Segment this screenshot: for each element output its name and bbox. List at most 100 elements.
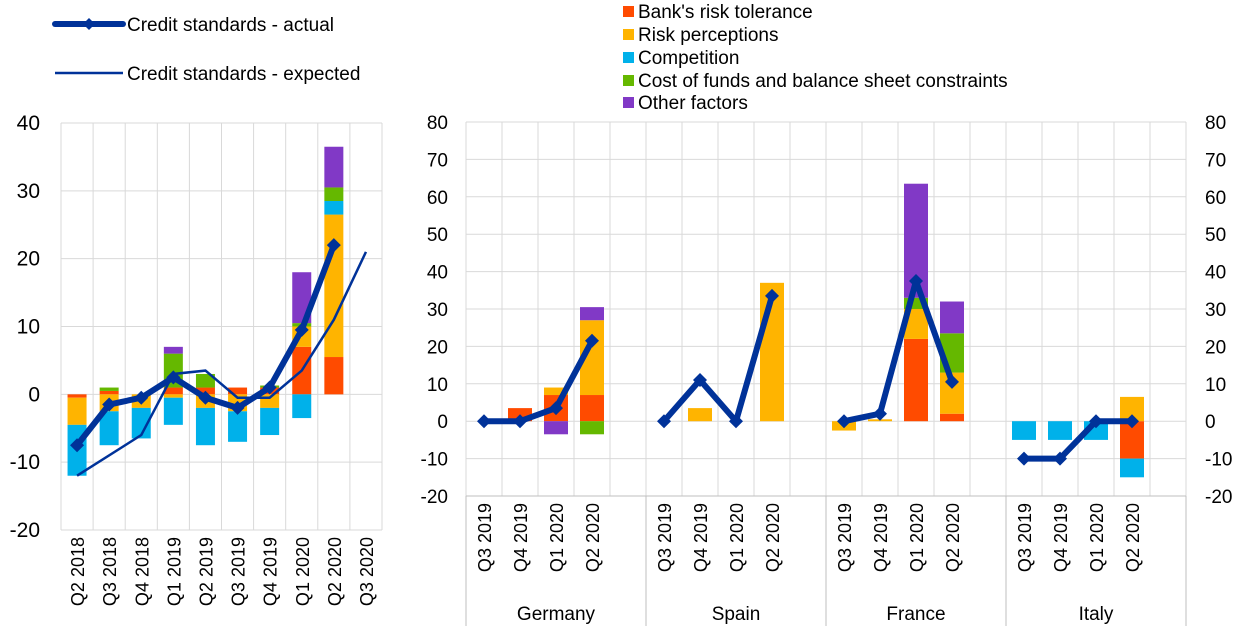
x-tick-label: Q2 2019 [196,537,216,606]
left-bar-cost-of-funds-and-balance-sheet-constraints [195,373,215,388]
spain-actual-point [765,288,779,303]
legend-cost-of-funds-swatch [623,75,634,86]
france-actual-point [873,406,887,421]
legend-risk-tolerance-swatch [623,6,634,17]
italy-actual-point [1053,451,1067,466]
x-tick-label: Q2 2018 [68,537,88,606]
y-tick-label-left: 50 [427,225,448,246]
y-tick-label-right: 0 [1205,412,1216,433]
italy-bar-competition [1012,421,1036,440]
left-bar-competition [163,397,183,425]
x-tick-label: Q1 2020 [547,503,567,572]
left-bar-competition [195,407,215,446]
x-tick-label: Q2 2020 [583,503,603,572]
actual-point [294,322,309,337]
left-bar-competition [99,411,119,446]
x-tick-label: Q1 2020 [727,503,747,572]
legend-risk-tolerance-label: Bank's risk tolerance [638,2,813,23]
y-tick-label: 0 [28,383,40,406]
spain-bar-risk-perceptions [688,408,712,422]
germany-bar-bank-s-risk-tolerance [580,395,604,422]
germany-actual-point [513,414,527,429]
left-bar-bank-s-risk-tolerance [228,387,248,395]
x-tick-label: Q2 2020 [1123,503,1143,572]
y-tick-label-left: 30 [427,300,448,321]
x-tick-label: Q3 2019 [229,537,249,606]
x-tick-label: Q3 2019 [475,503,495,572]
left-bar-bank-s-risk-tolerance [67,394,87,398]
legend-actual-label: Credit standards - actual [127,15,334,36]
legend-competition-swatch [623,52,634,63]
left-bar-cost-of-funds-and-balance-sheet-constraints [99,387,119,391]
germany-bar-cost-of-funds-and-balance-sheet-constraints [580,421,604,435]
x-tick-label: Q3 2019 [835,503,855,572]
france-actual-point [945,374,959,389]
y-tick-label-left: 20 [427,337,448,358]
x-tick-label: Q4 2019 [1051,503,1071,572]
x-tick-label: Q1 2020 [293,537,313,606]
left-bar-risk-perceptions [324,214,344,358]
y-tick-label: -20 [10,519,40,542]
germany-actual-point [549,401,563,416]
actual-point [198,390,213,405]
group-label-france: France [886,604,945,625]
group-label-germany: Germany [517,604,596,625]
spain-actual-point [693,373,707,388]
left-bar-competition [260,407,280,436]
legend-risk-perceptions-swatch [623,29,634,40]
actual-point [70,438,85,453]
left-bar-competition [324,201,344,215]
x-tick-label: Q4 2019 [511,503,531,572]
italy-actual-line [1024,418,1132,462]
france-bar-bank-s-risk-tolerance [940,413,964,422]
legend-expected-label: Credit standards - expected [127,64,360,85]
x-tick-label: Q4 2019 [871,503,891,572]
germany-bar-other-factors [544,421,568,435]
y-tick-label-right: 30 [1205,300,1226,321]
y-tick-label: 30 [17,180,40,203]
y-tick-label-right: 40 [1205,263,1226,284]
y-tick-label-right: 10 [1205,375,1226,396]
x-tick-label: Q4 2018 [132,537,152,606]
y-tick-label-right: 60 [1205,188,1226,209]
y-tick-label-left: 40 [427,263,448,284]
actual-point [166,370,181,385]
y-tick-label-left: 80 [427,113,448,134]
italy-actual-point [1125,414,1139,429]
y-tick-label: 10 [17,316,40,339]
left-bar-competition [292,394,312,419]
legend: Credit standards - actual Credit standar… [52,2,1008,114]
y-tick-label-right: 20 [1205,337,1226,358]
germany-bar-other-factors [580,307,604,321]
italy-actual-point [1089,414,1103,429]
france-bar-bank-s-risk-tolerance [904,338,928,422]
x-tick-label: Q4 2019 [261,537,281,606]
y-tick-label-left: 70 [427,150,448,171]
france-actual-point [837,414,851,429]
spain-actual-line [661,295,775,425]
country-chart: -20 -20 -10 -10 0 0 10 10 20 20 30 30 40 40 50 50 60 60 70… [421,113,1232,626]
y-tick-label-left: -20 [421,487,448,508]
left-bar-other-factors [324,146,344,188]
germany-actual-point [477,414,491,429]
euro-area-chart: -20 -10 0 10 20 30 40 Q2 2018 Q3 2018 Q4 2018 Q1 2… [10,112,383,606]
y-tick-label-right: 80 [1205,113,1226,134]
left-bar-competition [131,407,151,439]
actual-point [230,400,245,415]
y-tick-label-left: 0 [437,412,448,433]
spain-actual-point [657,414,671,429]
left-bar-risk-perceptions [163,394,183,398]
legend-risk-perceptions-label: Risk perceptions [638,25,778,46]
y-tick-label-left: 60 [427,188,448,209]
group-label-spain: Spain [712,604,761,625]
x-tick-label: Q2 2020 [943,503,963,572]
y-tick-label-left: -10 [421,450,448,471]
italy-bar-competition [1048,421,1072,440]
x-tick-label: Q3 2018 [100,537,120,606]
left-bar-risk-perceptions [67,397,87,425]
legend-cost-of-funds-label: Cost of funds and balance sheet constrai… [638,71,1008,92]
y-tick-label: 20 [17,248,40,271]
y-tick-label-right: -10 [1205,450,1232,471]
legend-actual-marker [83,18,95,30]
